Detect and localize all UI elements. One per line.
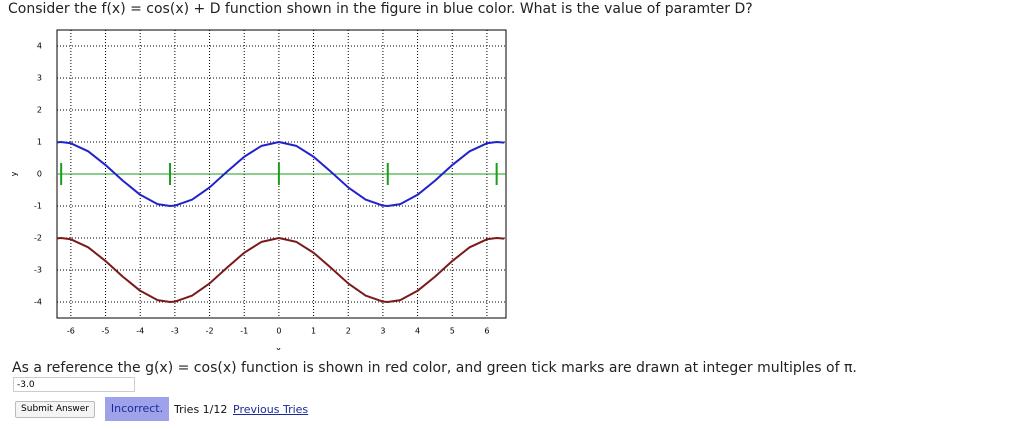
y-tick-label: -2 (34, 234, 42, 243)
submit-button[interactable]: Submit Answer (15, 401, 95, 418)
curve (56, 141, 505, 207)
x-tick-label: -3 (171, 327, 179, 336)
note: As a reference the g(x) = cos(x) functio… (12, 360, 857, 376)
tries: Tries 1/12 (174, 403, 228, 416)
y-tick-label: -1 (34, 202, 42, 211)
x-tick-label: -4 (136, 327, 144, 336)
x-tick-label: -6 (67, 327, 75, 336)
y-tick-label: 0 (37, 170, 42, 179)
y-tick-label: 4 (37, 42, 42, 51)
x-tick-label: 1 (311, 327, 316, 336)
y-tick-label: 3 (37, 74, 42, 83)
y-tick-label: 2 (37, 106, 42, 115)
curve (56, 237, 505, 303)
x-axis-label: x (276, 346, 281, 351)
y-tick-label: 1 (37, 138, 42, 147)
x-tick-label: 4 (415, 327, 420, 336)
x-tick-label: 3 (380, 327, 385, 336)
x-tick-label: 0 (276, 327, 281, 336)
x-tick-label: 5 (450, 327, 455, 336)
x-tick-label: -2 (206, 327, 214, 336)
y-tick-label: -4 (34, 298, 42, 307)
chart: -6 -5 -4 -3 -2 -1 0 1 2 3 4 5 6 -4 -3 -2 -1 0 1 2 3 4 x y (10, 29, 507, 351)
x-tick-label: -5 (102, 327, 110, 336)
question: Consider the f(x) = cos(x) + D function … (8, 1, 753, 17)
answer-input[interactable]: -3.0 (13, 377, 135, 392)
previous-tries-link[interactable]: Previous Tries (233, 403, 309, 416)
x-tick-label: 6 (484, 327, 489, 336)
status: Incorrect. (105, 397, 169, 421)
x-tick-label: 2 (346, 327, 351, 336)
y-axis-label: y (10, 171, 19, 176)
y-tick-label: -3 (34, 266, 42, 275)
x-tick-label: -1 (240, 327, 248, 336)
